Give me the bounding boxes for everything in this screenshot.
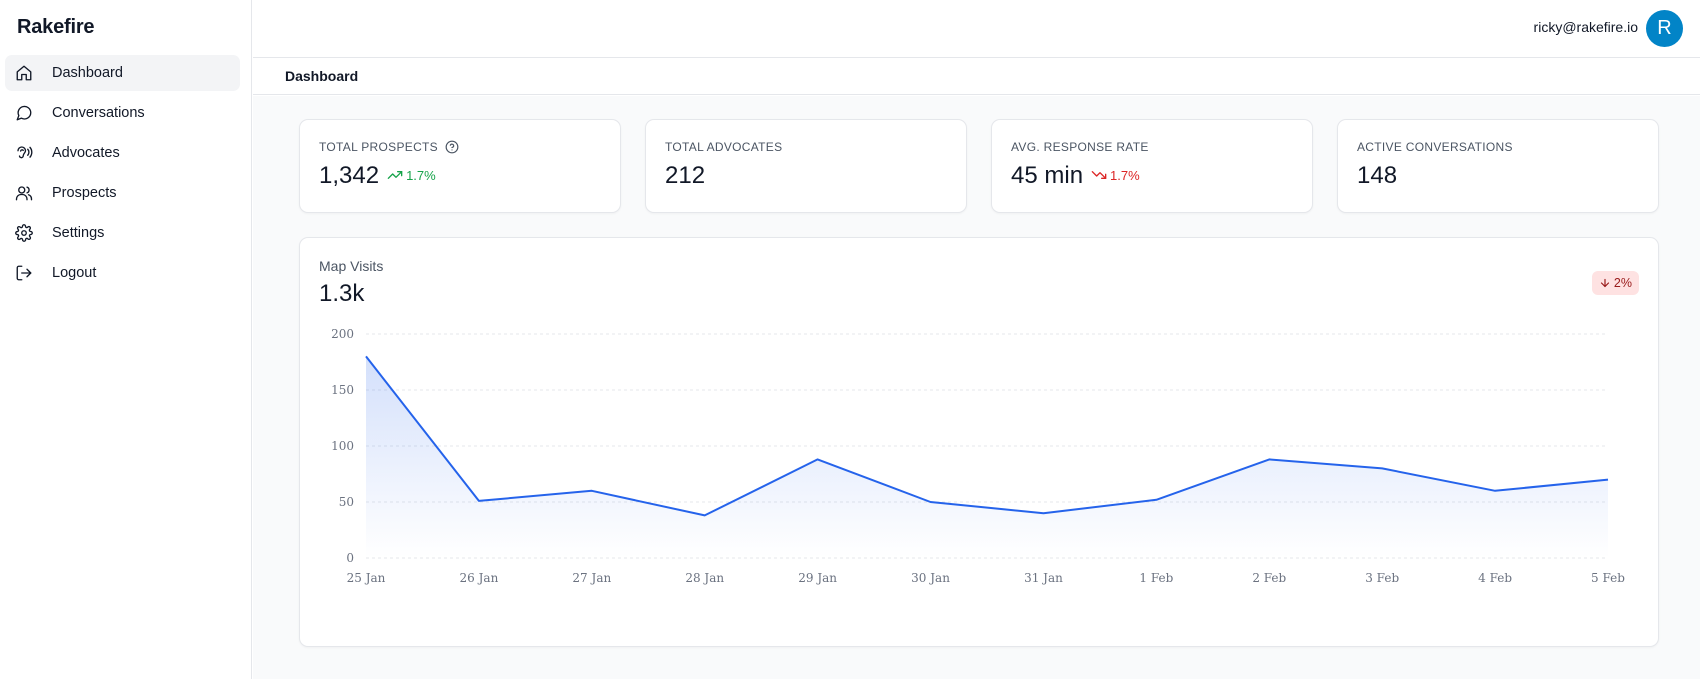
trend-down: 1.7% [1091, 167, 1140, 183]
chart-x-ticks: 25 Jan 26 Jan 27 Jan 28 Jan 29 Jan 30 Jan 31 J… [347, 571, 1626, 585]
sidebar-item-dashboard[interactable]: Dashboard [5, 55, 240, 91]
help-circle-icon[interactable] [445, 140, 459, 154]
x-tick-label: 3 Feb [1365, 571, 1399, 585]
sidebar-item-label: Dashboard [52, 65, 123, 81]
x-tick-label: 29 Jan [798, 571, 837, 585]
x-tick-label: 25 Jan [347, 571, 386, 585]
sidebar-item-settings[interactable]: Settings [5, 215, 240, 251]
sidebar-item-logout[interactable]: Logout [5, 255, 240, 291]
chart-area [366, 356, 1608, 558]
users-icon [15, 184, 33, 202]
trend-value: 1.7% [406, 167, 436, 183]
x-tick-label: 1 Feb [1139, 571, 1173, 585]
home-icon [15, 64, 33, 82]
sidebar-item-label: Prospects [52, 185, 117, 201]
stat-label-row: AVG. RESPONSE RATE [1011, 140, 1149, 154]
stat-label: AVG. RESPONSE RATE [1011, 140, 1149, 154]
sidebar-nav: Dashboard Conversations Advocates Prospe… [5, 55, 240, 295]
sidebar-item-label: Advocates [52, 145, 120, 161]
trending-down-icon [1091, 171, 1107, 179]
stat-value-row: 1,342 1.7% [319, 162, 436, 190]
chart-value: 1.3k [319, 280, 365, 307]
series-line [365, 355, 1609, 517]
arrow-down-icon [1600, 278, 1610, 288]
main-content: TOTAL PROSPECTS 1,342 1.7% TOTAL ADVOCAT… [253, 96, 1700, 679]
y-tick-label: 50 [339, 495, 354, 509]
gear-icon [15, 224, 33, 242]
stat-label-row: TOTAL ADVOCATES [665, 140, 782, 154]
ear-icon [15, 144, 33, 162]
y-tick-label: 100 [331, 439, 354, 453]
stat-label-row: TOTAL PROSPECTS [319, 140, 459, 154]
chart-y-ticks: 0 50 100 150 200 [331, 327, 354, 565]
x-tick-label: 28 Jan [685, 571, 724, 585]
message-circle-icon [15, 104, 33, 122]
x-tick-label: 31 Jan [1024, 571, 1063, 585]
stat-value: 1,342 [319, 162, 380, 189]
logout-icon [15, 264, 33, 282]
stat-label-row: ACTIVE CONVERSATIONS [1357, 140, 1513, 154]
x-tick-label: 4 Feb [1478, 571, 1512, 585]
top-bar: ricky@rakefire.io R [253, 0, 1700, 58]
stat-value: 148 [1357, 162, 1398, 189]
sidebar: Rakefire Dashboard Conversations Advocat… [0, 0, 252, 679]
chart-line [365, 355, 1609, 517]
y-tick-label: 200 [331, 327, 354, 341]
stat-card-avg-response-rate: AVG. RESPONSE RATE 45 min 1.7% [991, 119, 1313, 213]
avatar[interactable]: R [1646, 10, 1683, 47]
trending-up-icon [387, 171, 403, 179]
x-tick-label: 2 Feb [1252, 571, 1286, 585]
sidebar-item-label: Logout [52, 265, 97, 281]
stat-label: ACTIVE CONVERSATIONS [1357, 140, 1513, 154]
stat-value: 212 [665, 162, 706, 189]
x-tick-label: 27 Jan [572, 571, 611, 585]
stat-card-active-conversations: ACTIVE CONVERSATIONS 148 [1337, 119, 1659, 213]
sidebar-item-advocates[interactable]: Advocates [5, 135, 240, 171]
map-visits-chart-card: Map Visits 1.3k 2% 25 Jan 26 Jan 27 Jan 28 … [299, 237, 1659, 647]
stat-value: 45 min [1011, 162, 1084, 189]
page-title: Dashboard [285, 68, 359, 84]
stat-label: TOTAL PROSPECTS [319, 140, 438, 154]
series-area [366, 356, 1608, 558]
trend-value: 1.7% [1110, 167, 1140, 183]
page-header: Dashboard [253, 59, 1700, 95]
y-tick-label: 150 [331, 383, 354, 397]
chart-title: Map Visits [319, 258, 384, 274]
user-email: ricky@rakefire.io [1533, 19, 1638, 35]
stat-value-row: 212 [665, 162, 705, 190]
stat-card-total-prospects: TOTAL PROSPECTS 1,342 1.7% [299, 119, 621, 213]
map-visits-chart: 25 Jan 26 Jan 27 Jan 28 Jan 29 Jan 30 Jan 31 J… [331, 327, 1626, 585]
stat-value-row: 45 min 1.7% [1011, 162, 1140, 190]
x-tick-label: 30 Jan [911, 571, 950, 585]
x-tick-label: 26 Jan [460, 571, 499, 585]
change-badge: 2% [1591, 271, 1639, 295]
sidebar-item-label: Settings [52, 225, 105, 241]
stat-label: TOTAL ADVOCATES [665, 140, 783, 154]
y-tick-label: 0 [346, 551, 354, 565]
trend-up: 1.7% [387, 167, 436, 183]
sidebar-item-conversations[interactable]: Conversations [5, 95, 240, 131]
x-tick-label: 5 Feb [1591, 571, 1625, 585]
badge-value: 2% [1613, 276, 1632, 290]
sidebar-item-prospects[interactable]: Prospects [5, 175, 240, 211]
stat-card-total-advocates: TOTAL ADVOCATES 212 [645, 119, 967, 213]
brand-logo[interactable]: Rakefire [17, 16, 95, 38]
stat-value-row: 148 [1357, 162, 1397, 190]
sidebar-item-label: Conversations [52, 105, 145, 121]
